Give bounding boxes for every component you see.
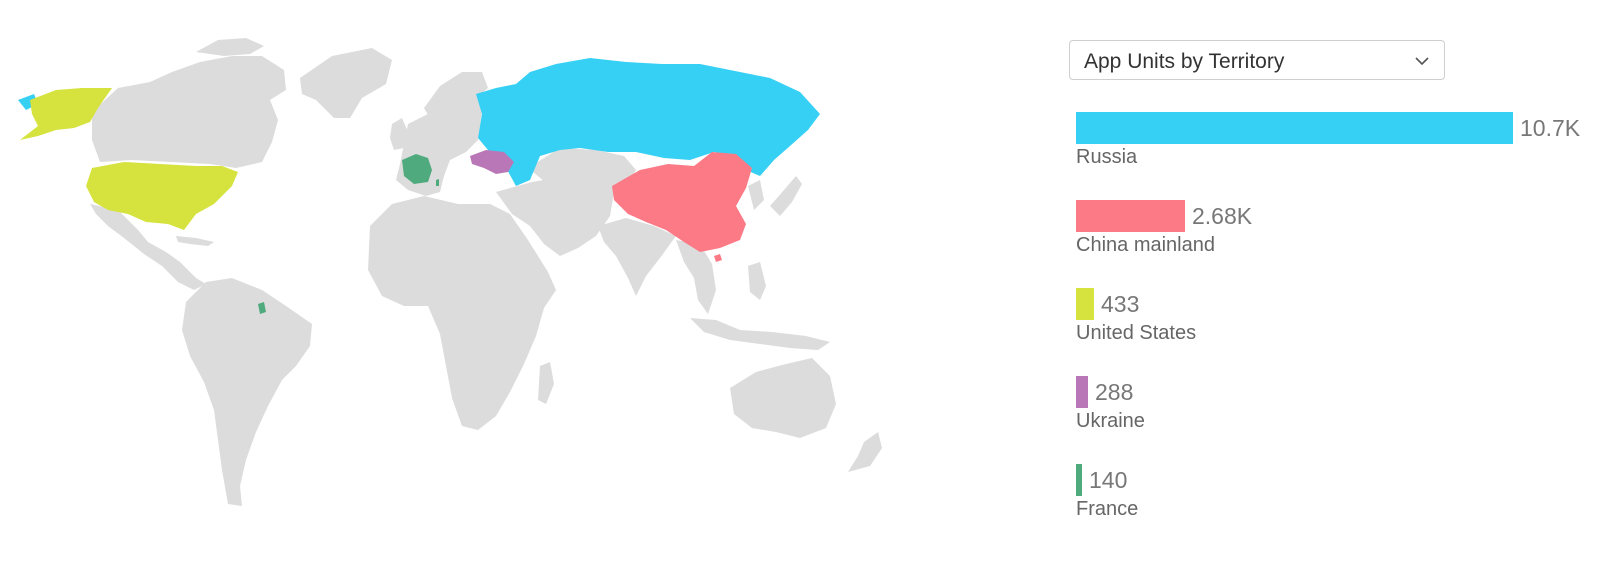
bar-category-label: Russia (1076, 146, 1138, 168)
map-china[interactable] (612, 152, 752, 252)
chevron-down-icon (1415, 57, 1429, 66)
bar-value-label: 140 (1089, 466, 1128, 493)
metric-selector-label: App Units by Territory (1084, 50, 1285, 73)
map-central-america (90, 204, 206, 290)
map-french-guiana[interactable] (258, 302, 266, 314)
bar-category-label: France (1076, 498, 1139, 520)
territory-bar-chart: 10.7K Russia 2.68K China mainland 433 United … (1076, 112, 1616, 552)
metric-selector-dropdown[interactable]: App Units by Territory (1069, 40, 1445, 80)
bar[interactable] (1076, 112, 1513, 144)
bar-top: 140 (1076, 464, 1616, 496)
bar-top: 2.68K (1076, 200, 1616, 232)
bar[interactable] (1076, 200, 1185, 232)
map-madagascar (538, 362, 554, 404)
map-philippines (748, 262, 766, 300)
map-greenland (300, 48, 392, 118)
bar-row-france[interactable]: 140 France (1076, 464, 1616, 552)
map-india (598, 218, 676, 296)
bar[interactable] (1076, 376, 1088, 408)
map-arctic-islands (196, 38, 264, 56)
map-alaska[interactable] (20, 88, 112, 140)
map-korea (748, 180, 764, 210)
map-china-hainan[interactable] (714, 254, 722, 262)
map-southeast-asia (676, 240, 716, 314)
map-new-zealand (848, 432, 882, 472)
map-central-asia (528, 148, 636, 196)
bar-top: 288 (1076, 376, 1616, 408)
bar-category-label: United States (1076, 322, 1197, 344)
bar-row-united-states[interactable]: 433 United States (1076, 288, 1616, 376)
world-map (18, 38, 882, 506)
map-scandinavia (424, 72, 488, 122)
bar[interactable] (1076, 288, 1094, 320)
map-france[interactable] (402, 154, 432, 184)
bar-category-label: Ukraine (1076, 410, 1145, 432)
map-indonesia (690, 318, 830, 350)
bar-top: 10.7K (1076, 112, 1616, 144)
bar-row-china-mainland[interactable]: 2.68K China mainland (1076, 200, 1616, 288)
map-corsica[interactable] (436, 179, 439, 186)
bar[interactable] (1076, 464, 1082, 496)
map-united-states[interactable] (86, 162, 238, 230)
map-africa (368, 196, 556, 430)
map-japan (770, 176, 802, 216)
bar-value-label: 2.68K (1192, 202, 1253, 229)
map-south-america (182, 278, 312, 506)
map-canada (92, 56, 286, 168)
map-caribbean (176, 236, 214, 246)
map-middle-east (496, 176, 614, 256)
bar-row-ukraine[interactable]: 288 Ukraine (1076, 376, 1616, 464)
map-australia (730, 358, 836, 438)
map-uk (390, 118, 408, 150)
bar-category-label: China mainland (1076, 234, 1215, 256)
bar-row-russia[interactable]: 10.7K Russia (1076, 112, 1616, 200)
bar-value-label: 288 (1095, 378, 1134, 405)
map-russia[interactable] (476, 58, 820, 186)
bar-value-label: 433 (1101, 290, 1140, 317)
bar-value-label: 10.7K (1520, 114, 1581, 141)
bar-top: 433 (1076, 288, 1616, 320)
map-ukraine[interactable] (470, 150, 514, 174)
